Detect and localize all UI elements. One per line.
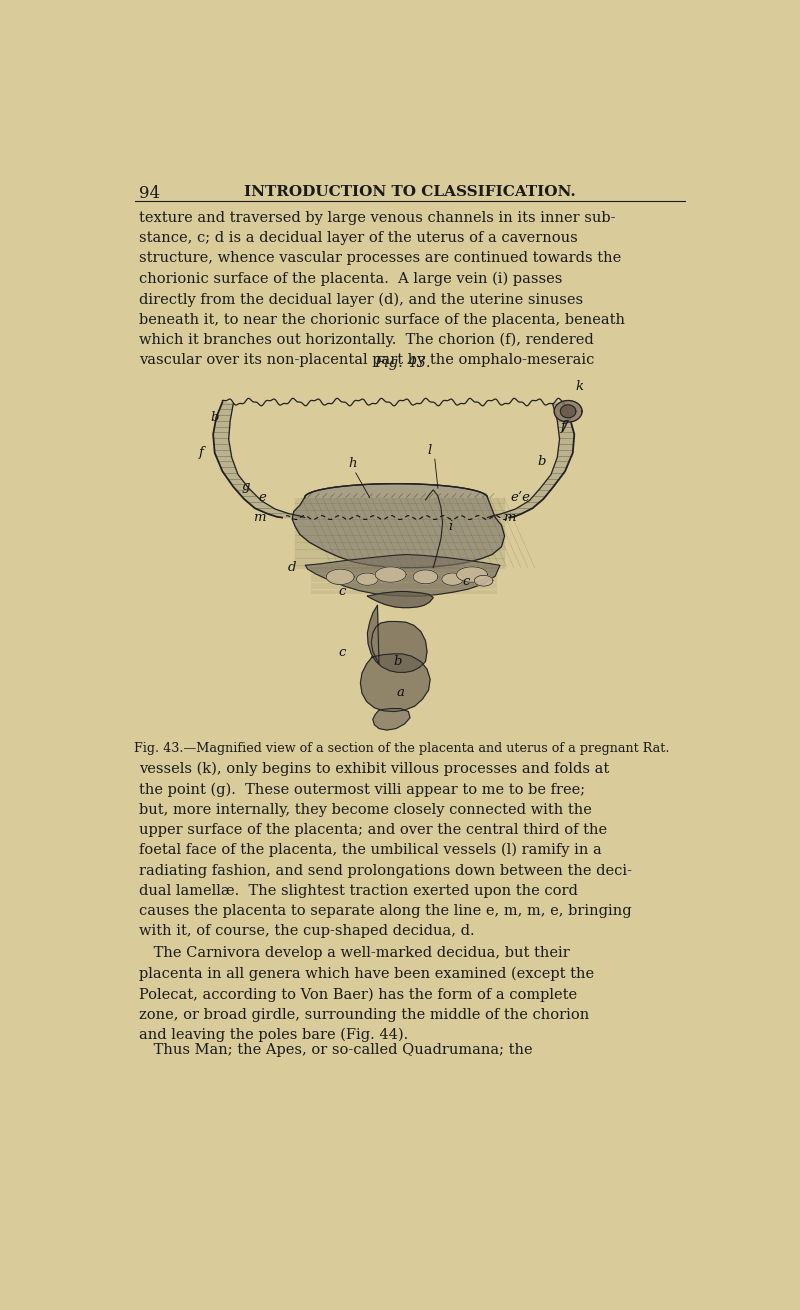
Text: b: b	[538, 455, 546, 468]
Text: g: g	[242, 479, 250, 493]
Text: i: i	[449, 520, 453, 533]
Text: INTRODUCTION TO CLASSIFICATION.: INTRODUCTION TO CLASSIFICATION.	[244, 185, 576, 199]
Text: a: a	[396, 686, 404, 700]
Text: c: c	[338, 584, 346, 597]
Polygon shape	[442, 572, 463, 586]
Polygon shape	[213, 402, 305, 517]
Text: h: h	[348, 457, 357, 470]
Text: e’e: e’e	[510, 491, 530, 503]
Polygon shape	[357, 572, 378, 586]
Text: Thus Man; the Apes, or so-called Quadrumana; the: Thus Man; the Apes, or so-called Quadrum…	[138, 1043, 532, 1057]
Polygon shape	[292, 483, 505, 567]
Text: Fig. 43.—Magnified view of a section of the placenta and uterus of a pregnant Ra: Fig. 43.—Magnified view of a section of …	[134, 743, 670, 756]
Polygon shape	[367, 605, 427, 672]
Text: e: e	[258, 491, 266, 503]
Polygon shape	[457, 567, 487, 582]
Polygon shape	[367, 592, 434, 608]
Text: b: b	[393, 655, 402, 668]
Text: l: l	[427, 444, 431, 457]
Text: b: b	[210, 410, 218, 423]
Text: vessels (k), only begins to exhibit villous processes and folds at
the point (g): vessels (k), only begins to exhibit vill…	[138, 761, 632, 938]
Polygon shape	[554, 401, 582, 422]
Text: c: c	[338, 646, 346, 659]
Text: d: d	[287, 562, 296, 575]
Polygon shape	[375, 567, 406, 582]
Text: The Carnivora develop a well-marked decidua, but their
placenta in all genera wh: The Carnivora develop a well-marked deci…	[138, 946, 594, 1043]
Text: m: m	[254, 511, 266, 524]
Text: k: k	[576, 380, 584, 393]
Polygon shape	[361, 654, 430, 711]
Polygon shape	[487, 402, 574, 517]
Polygon shape	[560, 405, 576, 418]
Text: c: c	[462, 575, 470, 588]
Polygon shape	[474, 575, 493, 586]
Text: texture and traversed by large venous channels in its inner sub-
stance, c; d is: texture and traversed by large venous ch…	[138, 211, 625, 367]
Polygon shape	[306, 554, 500, 596]
Text: m: m	[503, 511, 516, 524]
Text: f: f	[560, 419, 566, 432]
Polygon shape	[373, 709, 410, 730]
Text: f: f	[199, 445, 204, 458]
Polygon shape	[413, 570, 438, 584]
Text: Fig. 43.: Fig. 43.	[374, 356, 430, 369]
Text: 94: 94	[138, 185, 160, 202]
Polygon shape	[326, 569, 354, 584]
